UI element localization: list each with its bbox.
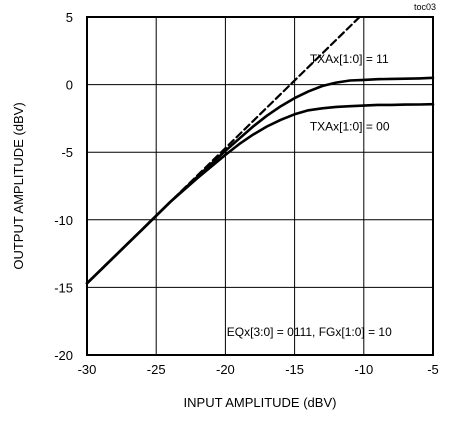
reference-line [85,15,361,285]
grid [86,16,434,356]
plot-frame [86,16,434,356]
series-layer [85,15,435,285]
series-line-0 [85,76,435,285]
x-tick-label: -30 [78,362,97,377]
x-tick-label: -25 [147,362,166,377]
annotation-txa11: TXAx[1:0] = 11 [310,52,389,66]
tick-labels: -30 -25 -20 -15 -10 -5 5 0 -5 -10 -15 -20 [54,10,439,377]
y-tick-label: 0 [66,78,73,93]
x-tick-label: -20 [216,362,235,377]
y-tick-label: -10 [54,213,73,228]
y-tick-label: -20 [54,348,73,363]
annotation-condition: EQx[3:0] = 0111, FGx[1:0] = 10 [227,325,392,339]
corner-label: toc03 [414,2,436,12]
y-tick-label: 5 [66,10,73,25]
x-tick-label: -5 [427,362,439,377]
y-tick-label: -15 [54,280,73,295]
annotation-txa00: TXAx[1:0] = 00 [310,120,390,134]
y-tick-label: -5 [61,145,73,160]
y-axis-title: OUTPUT AMPLITUDE (dBV) [11,102,26,269]
x-tick-label: -15 [285,362,304,377]
x-axis-title: INPUT AMPLITUDE (dBV) [184,395,337,410]
x-tick-label: -10 [354,362,373,377]
